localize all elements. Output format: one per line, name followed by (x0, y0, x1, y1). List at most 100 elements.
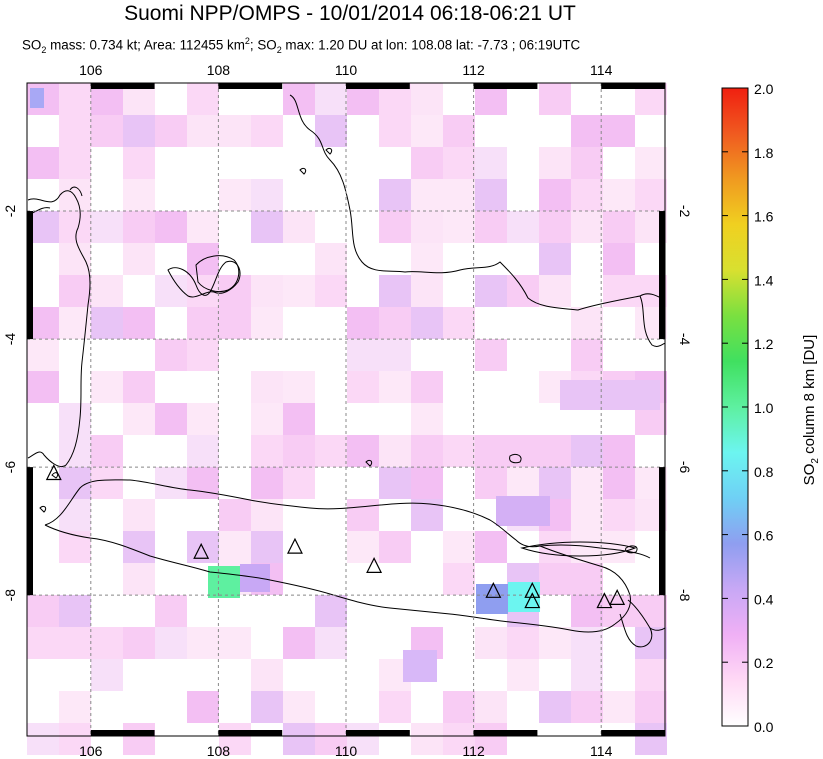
so2-pixel (603, 211, 635, 243)
so2-pixel (315, 275, 347, 307)
so2-pixel (251, 403, 283, 435)
so2-pixel (59, 499, 91, 531)
so2-pixel (59, 435, 91, 467)
triangle-icon (524, 581, 541, 598)
so2-pixel (635, 659, 667, 691)
so2-pixel (219, 531, 251, 563)
so2-pixel (219, 115, 251, 147)
so2-pixel (315, 115, 347, 147)
frame-tick-bar (473, 730, 538, 736)
so2-pixel (443, 691, 475, 723)
so2-pixel (475, 211, 507, 243)
so2-pixel (91, 211, 123, 243)
so2-pixel (59, 83, 91, 115)
so2-pixel (411, 435, 443, 467)
so2-pixel (187, 467, 219, 499)
so2-pixel (347, 339, 379, 371)
so2-pixel (571, 467, 603, 499)
triangle-icon (596, 592, 613, 609)
lon-tick-label: 110 (335, 62, 358, 78)
so2-pixel (411, 307, 443, 339)
so2-pixel (219, 499, 251, 531)
so2-pixel (251, 499, 283, 531)
so2-pixel (315, 627, 347, 659)
so2-pixel-layer (27, 83, 667, 755)
so2-pixel (187, 211, 219, 243)
so2-pixel (411, 499, 443, 531)
lat-tick-label: -6 (677, 461, 693, 474)
so2-pixel (251, 659, 283, 691)
lon-tick-labels-bottom: 106 108 110 112 114 (79, 743, 612, 759)
so2-pixel (91, 307, 123, 339)
so2-pixel (603, 275, 635, 307)
so2-pixel (187, 307, 219, 339)
so2-pixel (123, 211, 155, 243)
so2-pixel (476, 584, 508, 614)
so2-pixel (123, 147, 155, 179)
so2-pixel (539, 467, 571, 499)
colorbar-tick-label: 0.8 (754, 464, 774, 480)
so2-pixel (379, 179, 411, 211)
so2-pixel (123, 499, 155, 531)
so2-pixel (155, 211, 187, 243)
so2-pixel (379, 307, 411, 339)
so2-pixel (379, 339, 411, 371)
subtitle-max-text: max: 1.20 DU at lon: 108.08 lat: -7.73 ;… (281, 37, 581, 53)
so2-pixel (187, 435, 219, 467)
lon-tick-label: 106 (79, 743, 103, 759)
so2-pixel (219, 307, 251, 339)
so2-pixel (187, 691, 219, 723)
so2-pixel (443, 147, 475, 179)
so2-pixel (123, 627, 155, 659)
so2-pixel (443, 307, 475, 339)
so2-pixel (411, 243, 443, 275)
graticule (27, 83, 665, 736)
lon-tick-label: 114 (590, 743, 613, 759)
lat-tick-label: -6 (2, 461, 18, 474)
so2-pixel (283, 83, 315, 115)
so2-pixel (379, 467, 411, 499)
so2-pixel (315, 723, 347, 755)
colorbar-label-sub: 2 (810, 458, 821, 464)
so2-pixel (571, 115, 603, 147)
so2-pixel (379, 115, 411, 147)
so2-pixel (539, 435, 571, 467)
so2-pixel (603, 467, 635, 499)
colorbar-tick-label: 1.6 (754, 209, 774, 225)
so2-pixel (27, 339, 59, 371)
so2-pixel (59, 531, 91, 563)
frame-tick-bar (346, 730, 410, 736)
triangle-icon (485, 581, 502, 598)
so2-pixel (443, 115, 475, 147)
so2-pixel (208, 566, 240, 598)
so2-pixel (91, 627, 123, 659)
so2-pixel (443, 179, 475, 211)
so2-pixel (603, 691, 635, 723)
so2-pixel (91, 659, 123, 691)
so2-pixel (27, 723, 59, 755)
so2-pixel (411, 83, 443, 115)
so2-pixel (571, 147, 603, 179)
so2-pixel (635, 723, 667, 755)
colorbar-label-rest: column 8 km [DU] (801, 334, 818, 459)
so2-pixel (539, 211, 571, 243)
so2-pixel (123, 531, 155, 563)
so2-pixel (475, 531, 507, 563)
so2-pixel (91, 115, 123, 147)
so2-pixel (603, 179, 635, 211)
so2-pixel (283, 211, 315, 243)
so2-pixel (571, 307, 603, 339)
so2-pixel (411, 211, 443, 243)
so2-pixel (187, 403, 219, 435)
so2-pixel (27, 595, 59, 627)
lon-tick-label: 108 (207, 743, 231, 759)
colorbar-tick-label: 0.0 (754, 719, 774, 735)
so2-pixel (347, 499, 379, 531)
colorbar-tick-label: 1.2 (754, 336, 774, 352)
so2-pixel (155, 467, 187, 499)
triangle-icon (286, 537, 303, 554)
triangle-icon (366, 557, 383, 573)
subtitle-area-text: ; SO (249, 37, 277, 53)
so2-pixel (603, 243, 635, 275)
